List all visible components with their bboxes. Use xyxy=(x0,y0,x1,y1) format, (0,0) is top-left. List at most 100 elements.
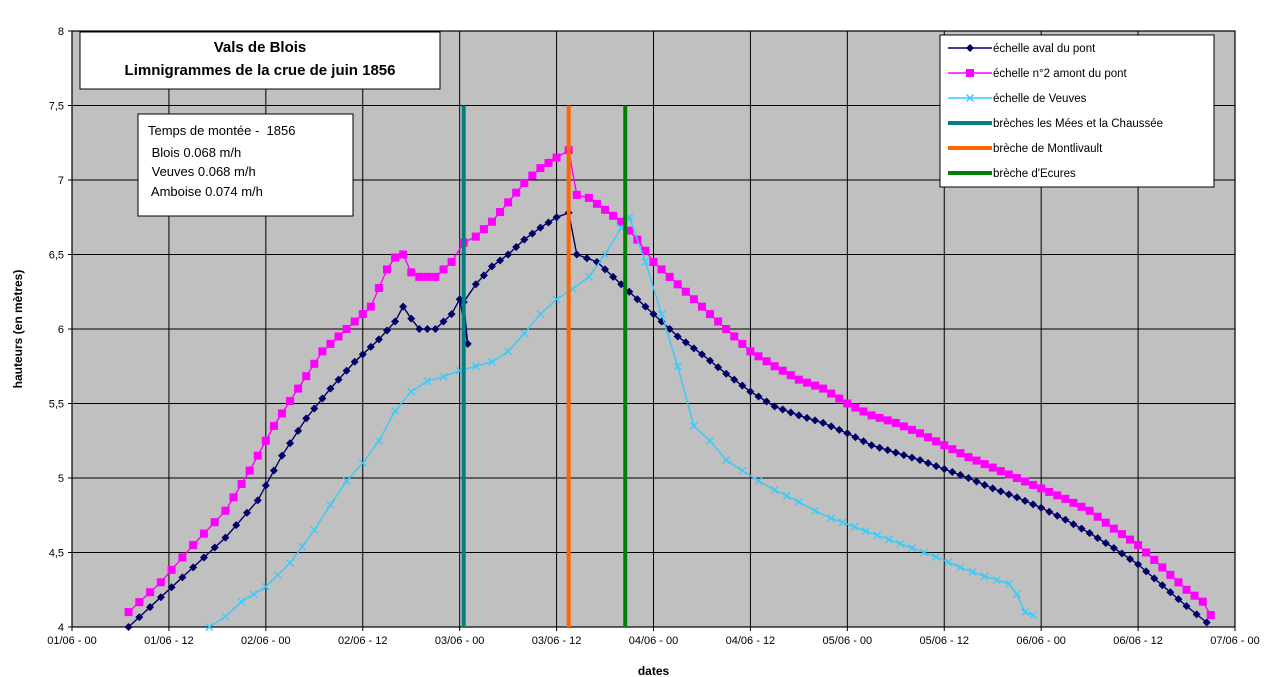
data-point-square xyxy=(966,69,974,77)
title-box-background xyxy=(79,31,441,90)
data-point-diamond xyxy=(746,387,755,396)
data-point-x xyxy=(738,466,747,475)
data-point-square xyxy=(552,153,561,162)
data-point-square xyxy=(948,445,957,454)
data-point-x xyxy=(584,272,593,281)
data-point-diamond xyxy=(471,280,480,289)
data-point-diamond xyxy=(156,593,165,602)
x-tick-label: 01/06 - 12 xyxy=(144,635,194,647)
data-point-x xyxy=(850,522,859,531)
data-point-diamond xyxy=(544,218,553,227)
data-point-square xyxy=(754,352,763,361)
data-point-diamond xyxy=(1012,493,1021,502)
data-point-square xyxy=(592,199,601,208)
data-point-diamond xyxy=(342,366,351,375)
data-point-x xyxy=(488,357,496,366)
y-tick-label: 7,5 xyxy=(49,101,64,113)
data-point-square xyxy=(221,506,230,515)
y-tick-label: 7 xyxy=(58,175,64,187)
data-point-diamond xyxy=(819,418,828,427)
data-point-square xyxy=(189,541,198,550)
data-point-x xyxy=(706,436,714,445)
data-point-diamond xyxy=(907,453,916,462)
data-point-x xyxy=(861,527,870,535)
data-point-square xyxy=(350,317,359,326)
data-point-diamond xyxy=(1045,507,1054,516)
data-point-diamond xyxy=(1174,595,1183,604)
data-point-diamond xyxy=(358,350,367,359)
data-point-diamond xyxy=(730,375,739,384)
chart-title-line-1: Vals de Blois xyxy=(214,39,307,56)
data-point-diamond xyxy=(253,496,262,505)
data-point-x xyxy=(794,497,803,506)
data-point-square xyxy=(1117,530,1126,539)
data-point-square xyxy=(641,246,650,255)
data-point-diamond xyxy=(350,357,359,366)
data-point-square xyxy=(318,347,327,356)
data-point-diamond xyxy=(835,425,844,434)
data-point-x xyxy=(1021,608,1029,617)
data-point-square xyxy=(504,198,513,207)
data-point-square xyxy=(722,325,731,333)
data-point-x xyxy=(920,548,929,557)
data-point-square xyxy=(907,425,916,434)
y-tick-label: 8 xyxy=(58,26,64,38)
data-point-diamond xyxy=(167,583,176,592)
data-point-diamond xyxy=(1085,529,1094,538)
data-point-x xyxy=(673,362,682,371)
data-point-square xyxy=(178,553,187,562)
data-point-square xyxy=(802,378,811,387)
data-point-square xyxy=(1061,494,1070,503)
data-point-square xyxy=(277,409,286,418)
data-point-square xyxy=(572,190,581,199)
data-point-diamond xyxy=(415,325,424,333)
data-point-diamond xyxy=(1037,503,1046,512)
y-tick-label: 4,5 xyxy=(49,548,64,560)
data-point-diamond xyxy=(697,350,706,359)
data-point-x xyxy=(873,531,882,540)
data-point-diamond xyxy=(1077,524,1086,533)
x-tick-label: 03/06 - 12 xyxy=(532,635,582,647)
data-point-square xyxy=(762,357,771,366)
data-point-square xyxy=(835,394,844,403)
data-point-square xyxy=(786,371,795,380)
data-point-square xyxy=(1190,591,1199,600)
data-point-diamond xyxy=(851,433,860,442)
data-point-square xyxy=(245,466,254,475)
data-point-square xyxy=(1085,506,1094,515)
data-point-square xyxy=(649,257,658,266)
data-point-square xyxy=(811,381,820,390)
data-point-x xyxy=(1004,579,1013,588)
data-point-diamond xyxy=(366,342,375,351)
data-point-diamond xyxy=(286,439,295,448)
x-tick-label: 05/06 - 12 xyxy=(919,635,969,647)
data-point-square xyxy=(584,193,593,202)
legend-label: brèche de Montlivault xyxy=(993,143,1103,155)
x-tick-label: 02/06 - 00 xyxy=(241,635,291,647)
data-point-diamond xyxy=(302,414,311,423)
x-tick-label: 04/06 - 00 xyxy=(629,635,679,647)
data-point-diamond xyxy=(294,426,303,435)
data-point-square xyxy=(859,407,868,416)
data-point-square xyxy=(1021,477,1030,486)
data-point-x xyxy=(641,257,650,266)
data-point-square xyxy=(956,449,965,458)
data-point-diamond xyxy=(924,459,933,468)
data-point-diamond xyxy=(463,339,472,348)
data-point-diamond xyxy=(980,480,989,489)
data-point-diamond xyxy=(572,250,581,259)
data-point-square xyxy=(439,265,448,274)
data-point-x xyxy=(601,250,610,259)
data-point-diamond xyxy=(617,280,626,289)
data-point-x xyxy=(1029,611,1038,620)
info-box: Temps de montée - 1856 Blois 0.068 m/h V… xyxy=(137,113,354,217)
data-point-square xyxy=(1142,548,1151,557)
data-point-square xyxy=(738,339,747,348)
data-point-square xyxy=(746,347,755,356)
data-point-square xyxy=(326,339,335,348)
data-point-diamond xyxy=(277,451,286,460)
data-point-square xyxy=(124,608,133,617)
data-point-diamond xyxy=(310,404,319,413)
data-point-square xyxy=(988,463,997,472)
data-point-x xyxy=(205,623,214,631)
